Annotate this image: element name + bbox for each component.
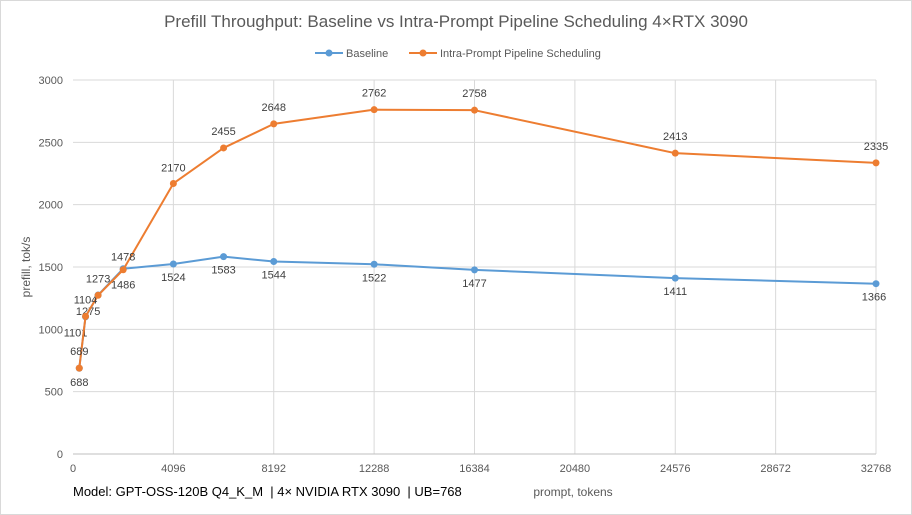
data-point[interactable] (270, 120, 278, 128)
data-label: 2335 (864, 141, 888, 153)
data-point[interactable] (872, 159, 880, 167)
data-point[interactable] (82, 312, 90, 320)
data-label: 1486 (111, 280, 135, 292)
data-label: 1477 (462, 278, 486, 290)
x-axis-ticks: 0 4096 8192 12288 16384 20480 24576 28672 32768 (70, 463, 891, 475)
data-label: 2758 (462, 88, 486, 100)
data-point[interactable] (872, 280, 880, 288)
data-point[interactable] (671, 274, 679, 282)
data-label: 1478 (111, 252, 135, 264)
legend-label-baseline: Baseline (346, 48, 388, 60)
data-label: 1273 (86, 273, 110, 285)
data-point[interactable] (169, 179, 177, 187)
data-point[interactable] (270, 258, 278, 266)
x-tick-label: 8192 (262, 463, 286, 475)
data-label: 2413 (663, 131, 687, 143)
data-label: 2455 (211, 126, 235, 138)
data-label: 689 (70, 346, 88, 358)
footer-note: Model: GPT-OSS-120B Q4_K_M | 4× NVIDIA R… (73, 484, 462, 499)
legend-marker-baseline (325, 49, 333, 57)
y-tick-label: 2500 (39, 137, 63, 149)
data-point[interactable] (471, 106, 478, 114)
gridlines (73, 79, 877, 454)
data-point[interactable] (169, 260, 177, 268)
chart-title: Prefill Throughput: Baseline vs Intra-Pr… (164, 12, 748, 31)
data-label: 1544 (262, 270, 286, 282)
y-tick-label: 1000 (39, 324, 63, 336)
x-tick-label: 0 (70, 463, 76, 475)
x-tick-label: 20480 (560, 463, 591, 475)
data-label: 2762 (362, 88, 386, 100)
y-axis-ticks: 0 500 1000 1500 2000 2500 3000 (39, 75, 63, 461)
data-label: 2170 (161, 162, 185, 174)
x-tick-label: 32768 (861, 463, 892, 475)
data-label: 688 (70, 377, 88, 389)
y-tick-label: 500 (45, 387, 63, 399)
data-label: 1411 (663, 286, 687, 298)
x-tick-label: 4096 (161, 463, 185, 475)
data-label: 1583 (211, 265, 235, 277)
data-point[interactable] (471, 266, 478, 274)
data-label: 1104 (74, 294, 98, 306)
y-tick-label: 2000 (39, 200, 63, 212)
data-point[interactable] (220, 253, 228, 261)
data-point[interactable] (119, 266, 127, 274)
x-tick-label: 16384 (459, 463, 490, 475)
x-tick-label: 28672 (760, 463, 791, 475)
data-label: 1524 (161, 272, 185, 284)
y-tick-label: 0 (57, 449, 63, 461)
x-tick-label: 24576 (660, 463, 691, 475)
y-tick-label: 3000 (39, 75, 63, 87)
x-axis-title: prompt, tokens (533, 485, 612, 499)
data-label: 2648 (262, 102, 286, 114)
data-point[interactable] (370, 260, 378, 268)
data-point[interactable] (220, 144, 228, 152)
data-point[interactable] (75, 364, 83, 372)
y-axis-title: prefill, tok/s (19, 237, 33, 298)
legend: Baseline Intra-Prompt Pipeline Schedulin… (315, 48, 601, 60)
data-label: 1366 (862, 292, 886, 304)
legend-label-pipeline: Intra-Prompt Pipeline Scheduling (440, 48, 601, 60)
y-tick-label: 1500 (39, 262, 63, 274)
legend-item-pipeline[interactable]: Intra-Prompt Pipeline Scheduling (409, 48, 601, 60)
legend-item-baseline[interactable]: Baseline (315, 48, 388, 60)
data-point[interactable] (671, 149, 679, 157)
legend-marker-pipeline (419, 49, 427, 57)
data-label: 1101 (64, 328, 88, 340)
data-point[interactable] (94, 291, 102, 299)
data-label: 1522 (362, 272, 386, 284)
x-tick-label: 12288 (359, 463, 390, 475)
data-point[interactable] (370, 106, 378, 114)
